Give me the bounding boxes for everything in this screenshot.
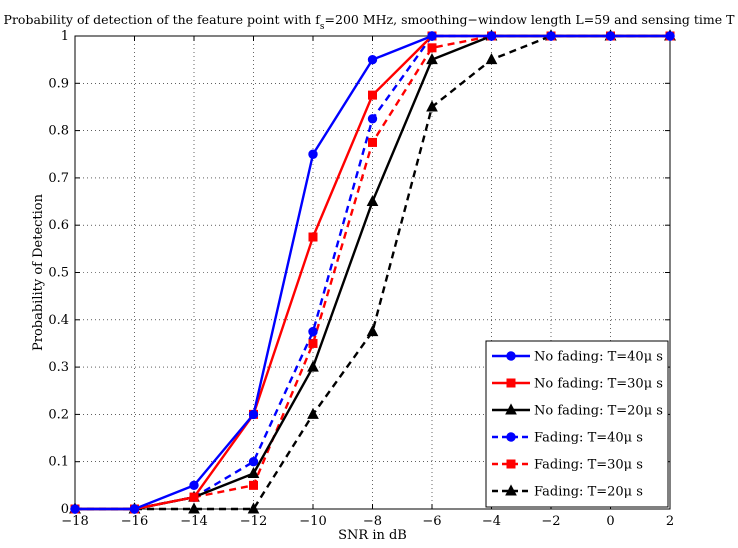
data-point [366,325,379,337]
legend: No fading: T=40μ s No fading: T=30μ s No f… [485,340,669,508]
x-tick-label: 2 [666,514,674,529]
data-point [307,360,319,372]
legend-entry: Fading: T=20μ s [492,484,643,500]
legend-marker [505,403,517,415]
legend-label: Fading: T=30μ s [534,458,643,473]
legend-label: Fading: T=20μ s [534,485,643,500]
series-group [69,29,676,514]
data-point [70,504,80,514]
data-point [367,114,378,124]
y-tick-label: 0.5 [48,266,69,281]
chart-title-rest: =200 MHz, smoothing−window length L=59 a… [325,12,736,27]
y-tick-label: 0.3 [48,360,69,375]
data-point [486,31,497,41]
data-point [426,53,438,65]
data-point [247,502,260,514]
legend-entry: No fading: T=40μ s [492,350,663,365]
data-point [427,43,437,53]
x-tick-label: −12 [240,514,267,529]
legend-entry: No fading: T=30μ s [492,377,663,392]
data-point [189,492,199,502]
y-tick-label: 0.6 [48,218,69,233]
y-tick-label: 0.7 [48,171,69,186]
data-point [189,480,199,491]
legend-label: No fading: T=30μ s [534,377,663,392]
y-axis-label: Probability of Detection [31,193,46,351]
y-tick-label: 0 [61,502,69,517]
legend-entry: No fading: T=20μ s [492,403,663,419]
x-tick-label: −8 [363,514,382,529]
data-point [366,194,379,207]
legend-entry: Fading: T=40μ s [492,431,643,446]
legend-marker [505,484,517,496]
data-point [546,31,556,41]
legend-marker [506,378,516,388]
data-point [247,466,260,479]
legend-entry: Fading: T=30μ s [492,458,643,473]
data-point [129,504,140,514]
data-point [665,31,675,41]
legend-label: No fading: T=40μ s [534,350,663,365]
data-point [249,480,258,490]
y-tick-label: 0.4 [48,313,69,328]
x-axis-label: SNR in dB [338,528,407,543]
data-point [307,407,319,419]
chart-title-main: Probability of detection of the feature … [4,12,322,27]
x-tick-label: −18 [61,514,88,529]
x-tick-label: −6 [422,514,441,529]
x-tick-label: −10 [299,514,326,529]
legend-box [485,340,669,508]
x-tick-label: −16 [121,514,148,529]
legend-marker [506,459,516,469]
x-tick-label: −4 [482,514,501,529]
y-tick-label: 0.1 [48,455,69,470]
data-point [188,502,200,514]
y-tick-label: 0.8 [48,124,69,139]
data-point [368,137,377,147]
data-point [367,54,378,65]
x-tick-label: −14 [180,514,207,529]
legend-marker [506,432,516,442]
chart-title-subscript: s [320,22,325,32]
series-1 [70,31,675,514]
legend-label: Fading: T=40μ s [534,431,643,446]
y-tick-label: 0.9 [48,76,69,91]
x-tick-label: −2 [541,514,560,529]
data-point [485,53,498,65]
data-point [248,409,259,420]
data-point [605,31,616,41]
legend-marker [506,351,516,361]
data-point [427,31,437,41]
y-tick-label: 1 [61,29,69,44]
data-point [248,457,259,467]
data-point [308,326,318,337]
data-point [308,338,318,348]
axis-ticks: −18 −16 −14 −12 −10 −8 −6 −4 −2 0 2 0 0.1 0.2 0.3 0.4 0.… [48,29,674,529]
y-tick-label: 0.2 [48,407,69,422]
chart-title: Probability of detection of the feature … [4,12,736,32]
data-point [308,149,318,159]
data-point [368,90,377,100]
legend-label: No fading: T=20μ s [534,404,663,419]
data-point [308,232,318,242]
data-point [426,100,438,112]
x-tick-label: 0 [606,514,614,529]
